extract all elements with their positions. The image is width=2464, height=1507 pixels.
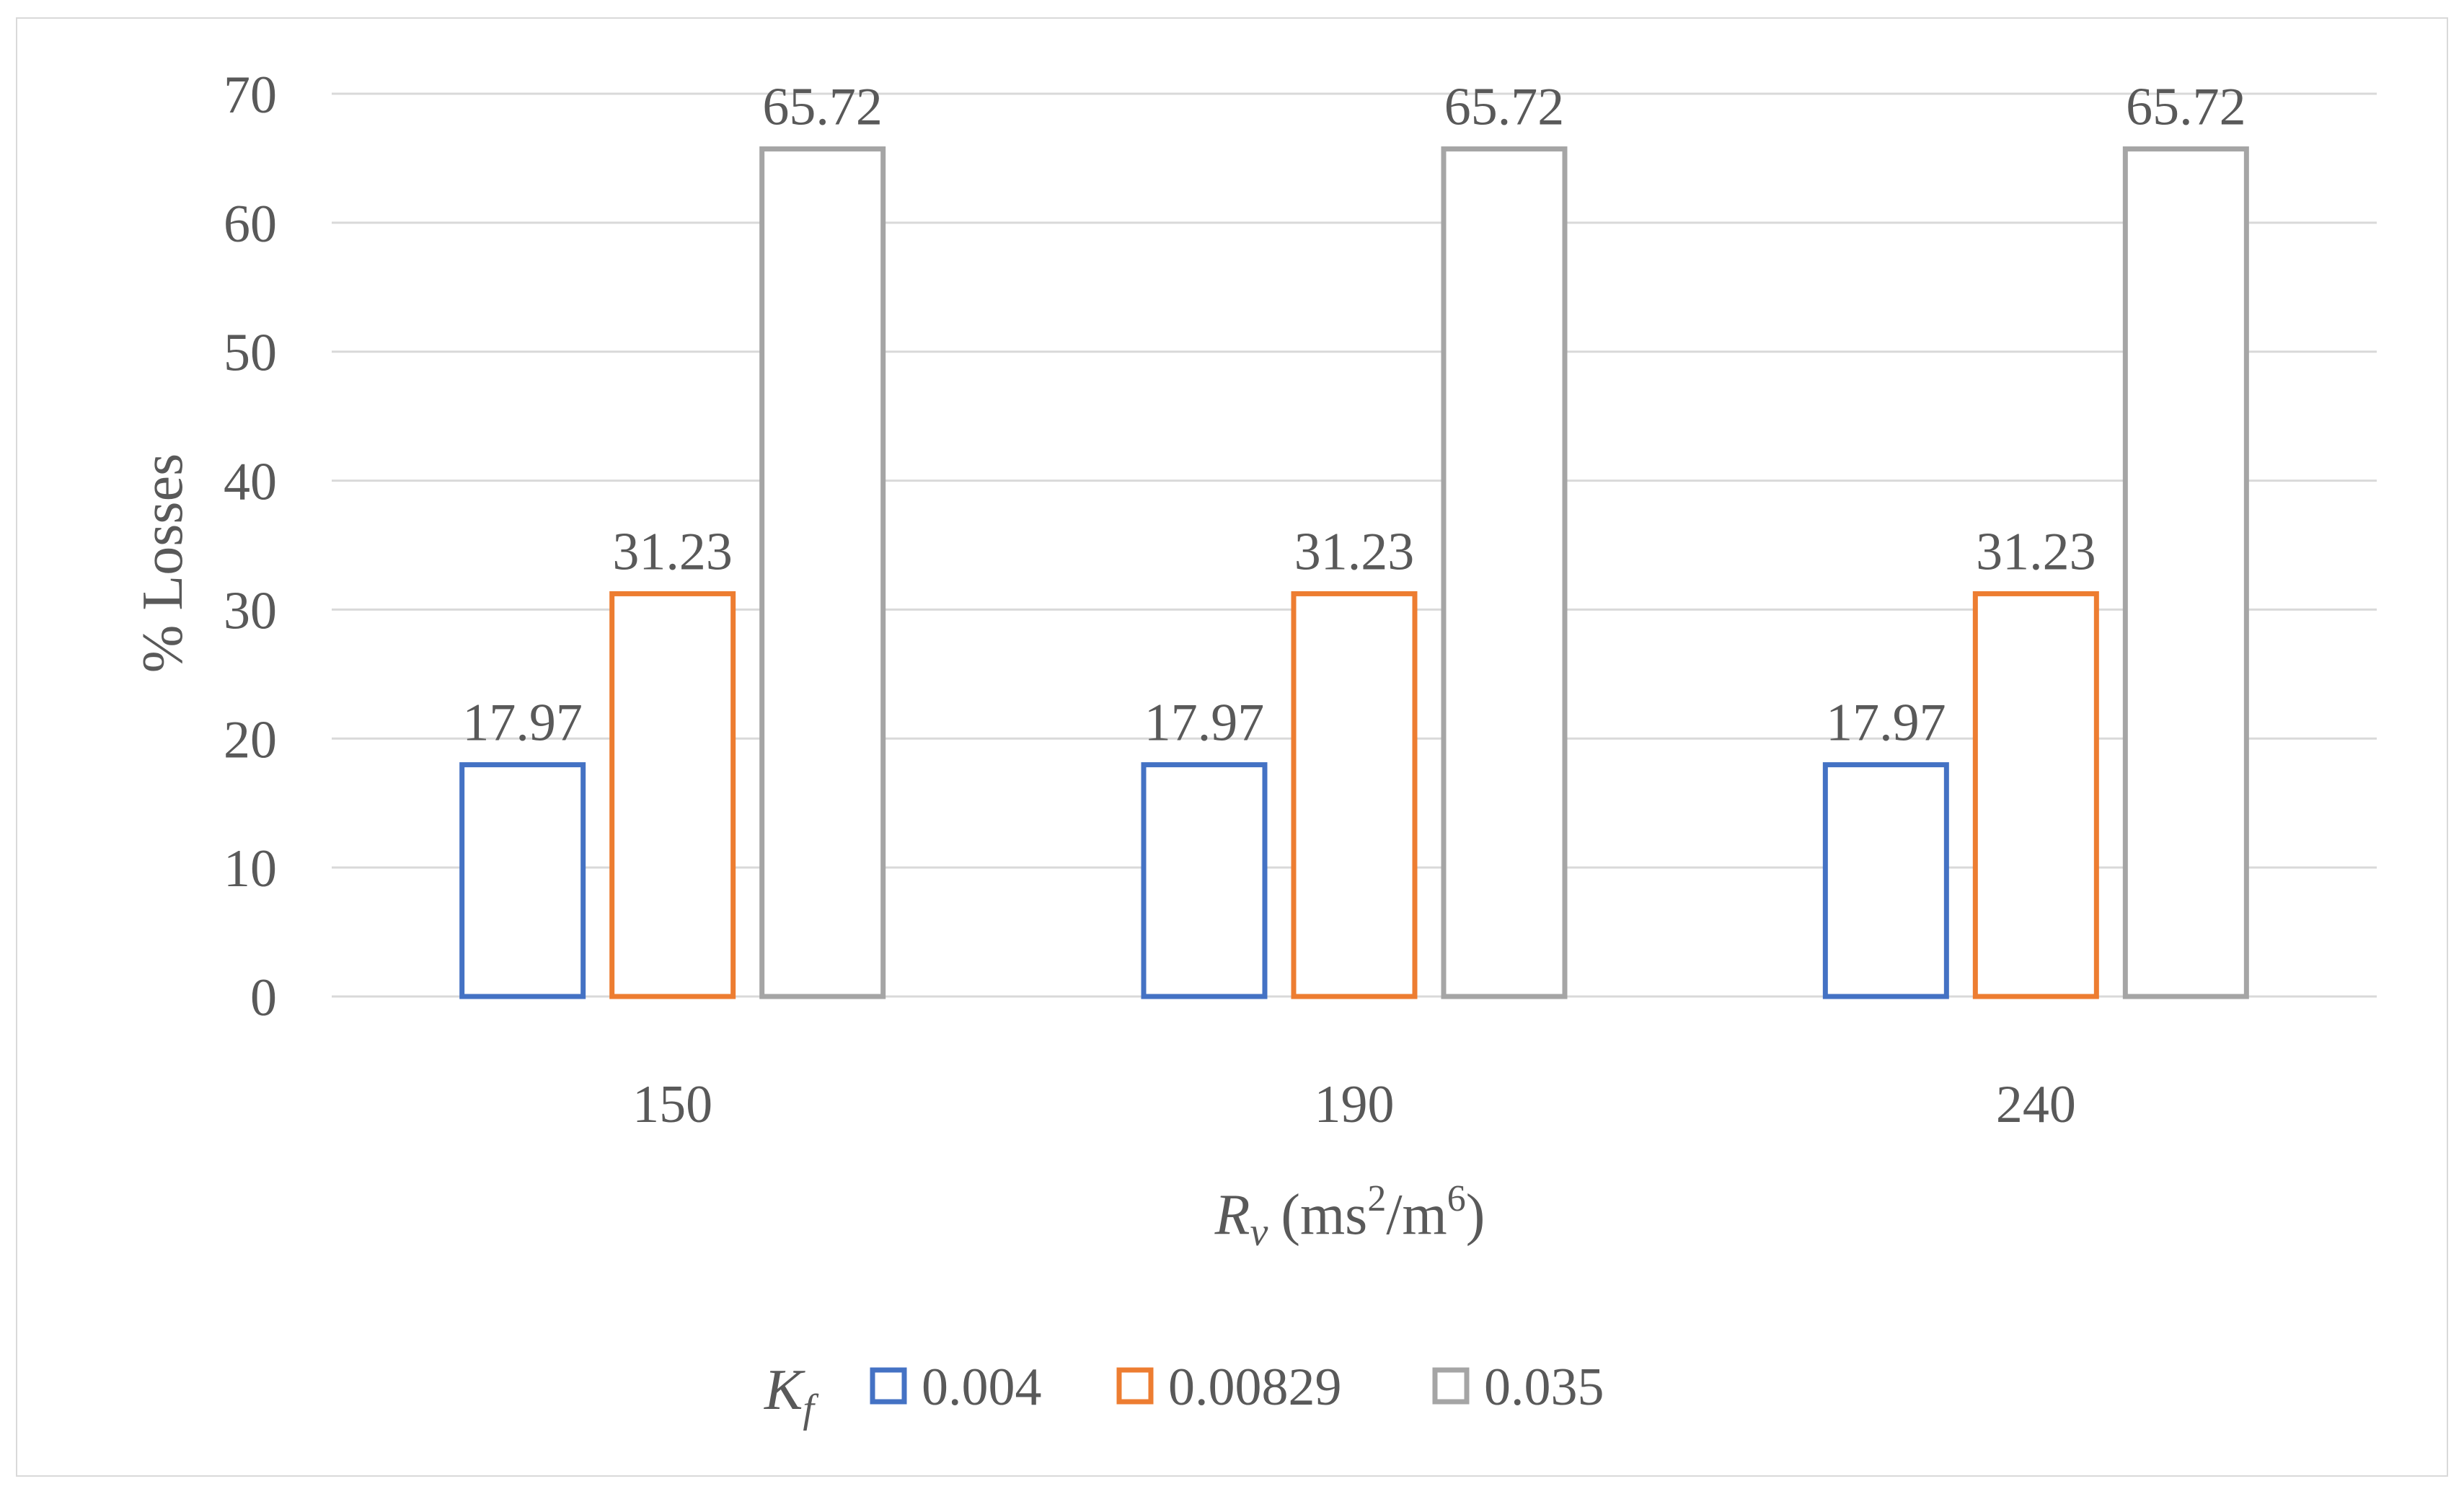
bar	[609, 591, 736, 999]
data-label: 65.72	[762, 78, 883, 137]
bar	[1972, 591, 2099, 999]
bar	[759, 146, 886, 999]
y-axis-title: % Losses	[131, 454, 195, 673]
y-tick-label: 0	[250, 968, 277, 1028]
legend-title: Kf	[764, 1358, 819, 1431]
y-tick-label: 70	[224, 66, 277, 125]
legend-title-symbol: K	[764, 1358, 805, 1422]
x-axis-symbol-subscript: v	[1250, 1210, 1268, 1255]
x-tick-label: 240	[1996, 1075, 2076, 1134]
y-tick-label: 20	[224, 710, 277, 769]
legend: Kf 0.004 0.00829 0.035	[764, 1358, 1604, 1431]
data-labels: 17.97 31.23 65.72 17.97 31.23 65.72 17.97 31.23…	[462, 78, 2246, 753]
bar	[1822, 762, 1949, 999]
data-label: 17.97	[1144, 694, 1265, 753]
y-tick-label: 50	[224, 324, 277, 383]
legend-swatch	[870, 1367, 907, 1405]
bar	[1441, 146, 1568, 999]
y-tick-label: 60	[224, 195, 277, 254]
data-label: 31.23	[1976, 522, 2096, 581]
x-axis-symbol: R	[1214, 1183, 1250, 1247]
legend-label: 0.035	[1484, 1358, 1604, 1417]
data-label: 17.97	[1826, 694, 1946, 753]
x-axis-title: Rv (ms2/m6)	[1214, 1178, 1485, 1255]
x-axis-units-open: (ms	[1281, 1183, 1367, 1247]
x-axis-ticks: 150 190 240	[632, 1075, 2076, 1134]
legend-label: 0.00829	[1168, 1358, 1342, 1417]
y-axis-ticks: 0 10 20 30 40 50 60 70	[224, 66, 277, 1028]
bars	[459, 146, 2249, 999]
x-axis-units-close: )	[1466, 1183, 1485, 1247]
x-tick-label: 150	[632, 1075, 712, 1134]
y-tick-label: 40	[224, 453, 277, 512]
legend-label: 0.004	[922, 1358, 1042, 1417]
x-axis-units-mid: /m	[1386, 1183, 1447, 1247]
x-axis-units-sup2: 6	[1447, 1178, 1466, 1219]
bar	[1141, 762, 1268, 999]
bar	[2122, 146, 2249, 999]
bar-chart: 0 10 20 30 40 50 60 70 17.97 31.23 65.72 17.97 31.2…	[131, 66, 2377, 1431]
bar	[1291, 591, 1418, 999]
data-label: 65.72	[1444, 78, 1565, 137]
legend-items: 0.004 0.00829 0.035	[870, 1358, 1604, 1417]
legend-swatch	[1116, 1367, 1154, 1405]
legend-swatch	[1432, 1367, 1470, 1405]
legend-title-subscript: f	[803, 1387, 819, 1431]
chart-frame: 0 10 20 30 40 50 60 70 17.97 31.23 65.72 17.97 31.2…	[16, 17, 2448, 1477]
x-tick-label: 190	[1315, 1075, 1395, 1134]
bar	[459, 762, 586, 999]
data-label: 17.97	[462, 694, 583, 753]
x-axis-units-sup1: 2	[1367, 1178, 1386, 1219]
data-label: 65.72	[2126, 78, 2246, 137]
data-label: 31.23	[1294, 522, 1415, 581]
data-label: 31.23	[612, 522, 733, 581]
y-tick-label: 30	[224, 581, 277, 640]
y-tick-label: 10	[224, 839, 277, 898]
